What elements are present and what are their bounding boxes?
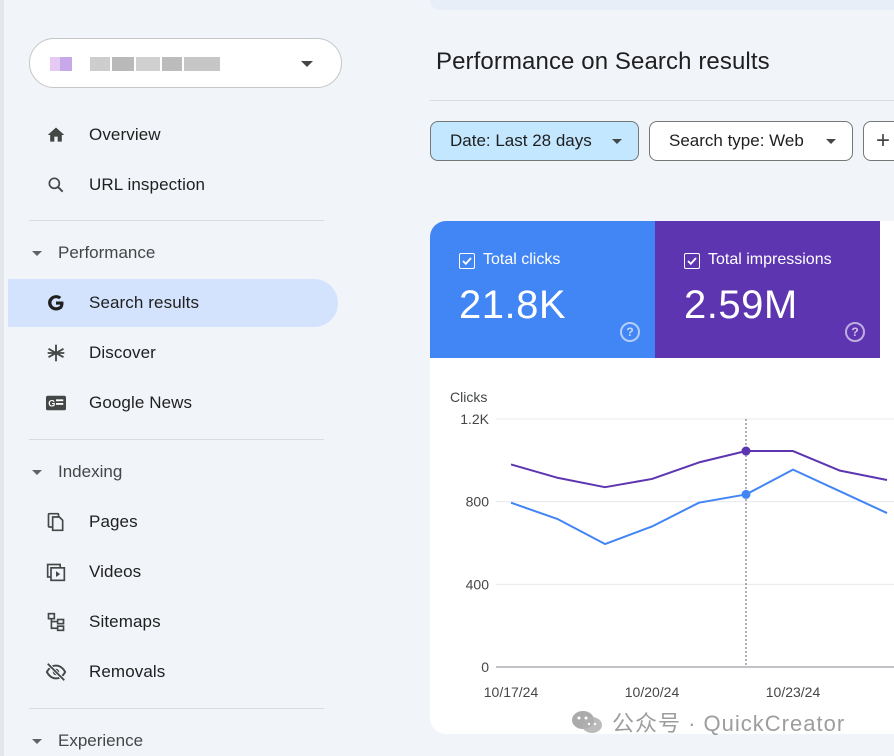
search-type-label: Search type: Web [669, 131, 804, 150]
divider [430, 100, 894, 101]
section-label: Experience [58, 731, 144, 750]
caret-down-icon [826, 139, 836, 144]
x-tick-label: 10/20/24 [625, 684, 680, 700]
metric-value: 21.8K [459, 283, 567, 327]
section-experience[interactable]: Experience [32, 727, 143, 755]
y-tick-label: 0 [481, 659, 489, 675]
metric-label: Total impressions [708, 251, 832, 268]
watermark: 公众号 · QuickCreator [570, 706, 845, 738]
help-icon[interactable]: ? [845, 322, 865, 342]
impressions-series-line [510, 450, 888, 489]
section-performance[interactable]: Performance [32, 239, 155, 267]
news-icon: G [44, 391, 68, 415]
property-name-blurred [50, 57, 220, 71]
nav-label: Discover [89, 343, 156, 362]
caret-down-icon [32, 250, 42, 256]
y-tick-label: 800 [466, 494, 490, 510]
date-filter-chip[interactable]: Date: Last 28 days [430, 121, 639, 161]
x-tick-label: 10/17/24 [484, 684, 539, 700]
divider [29, 439, 324, 440]
wechat-logo-icon [570, 708, 604, 736]
caret-down-icon [32, 738, 42, 744]
nav-item-videos[interactable]: Videos [8, 548, 338, 596]
y-tick-label: 400 [466, 576, 490, 592]
watermark-text: 公众号 · QuickCreator [612, 711, 846, 736]
checkbox-checked-icon[interactable] [459, 253, 475, 269]
svg-text:G: G [48, 399, 55, 409]
search-icon [44, 173, 68, 197]
home-icon [44, 123, 68, 147]
top-banner [430, 0, 894, 10]
search-type-filter-chip[interactable]: Search type: Web [649, 121, 853, 161]
nav-item-pages[interactable]: Pages [8, 498, 338, 546]
nav-label: Overview [89, 125, 161, 144]
eye-off-icon [44, 660, 68, 684]
nav-item-sitemaps[interactable]: Sitemaps [8, 598, 338, 646]
nav-label: Sitemaps [89, 612, 161, 631]
nav-item-removals[interactable]: Removals [8, 648, 338, 696]
date-filter-label: Date: Last 28 days [450, 131, 592, 150]
nav-label: Search results [89, 293, 200, 312]
section-label: Performance [58, 243, 156, 262]
property-selector[interactable] [29, 38, 342, 88]
plus-icon: + [875, 127, 890, 154]
nav-label: Removals [89, 662, 166, 681]
divider [29, 708, 324, 709]
pages-icon [44, 510, 68, 534]
nav-item-overview[interactable]: Overview [8, 111, 338, 159]
chevron-down-icon [301, 61, 313, 67]
nav-label: Videos [89, 562, 142, 581]
page-title: Performance on Search results [436, 48, 770, 75]
nav-item-discover[interactable]: Discover [8, 329, 338, 377]
y-tick-label: 1.2K [460, 411, 489, 427]
nav-label: Pages [89, 512, 138, 531]
sitemap-icon [44, 610, 68, 634]
x-tick-label: 10/23/24 [766, 684, 821, 700]
checkbox-checked-icon[interactable] [684, 253, 700, 269]
y-axis-title: Clicks [450, 389, 487, 405]
caret-down-icon [612, 139, 622, 144]
caret-down-icon [32, 469, 42, 475]
impressions-hover-point[interactable] [741, 446, 751, 456]
metric-value: 2.59M [684, 283, 798, 327]
performance-card: Total clicks 21.8K ? Total impressions 2… [430, 221, 894, 734]
add-filter-button[interactable]: + [863, 121, 894, 161]
nav-item-search-results[interactable]: Search results [8, 279, 338, 327]
metric-total-impressions[interactable]: Total impressions 2.59M ? [655, 221, 880, 358]
sidebar: Overview URL inspection Performance Sear… [0, 0, 350, 756]
clicks-series-line [510, 468, 888, 546]
metric-total-clicks[interactable]: Total clicks 21.8K ? [430, 221, 655, 358]
nav-label: URL inspection [89, 175, 206, 194]
section-label: Indexing [58, 462, 123, 481]
video-icon [44, 560, 68, 584]
performance-line-chart: Clicks 1.2K 800 400 0 10/17/24 10/20/24 10/23… [450, 389, 894, 700]
nav-label: Google News [89, 393, 193, 412]
help-icon[interactable]: ? [620, 322, 640, 342]
clicks-hover-point[interactable] [741, 489, 751, 499]
divider [29, 220, 324, 221]
nav-item-url-inspection[interactable]: URL inspection [8, 161, 338, 209]
metric-label: Total clicks [483, 251, 561, 268]
asterisk-icon [44, 341, 68, 365]
nav-item-google-news[interactable]: G Google News [8, 379, 338, 427]
section-indexing[interactable]: Indexing [32, 458, 122, 486]
google-g-icon [44, 291, 68, 315]
